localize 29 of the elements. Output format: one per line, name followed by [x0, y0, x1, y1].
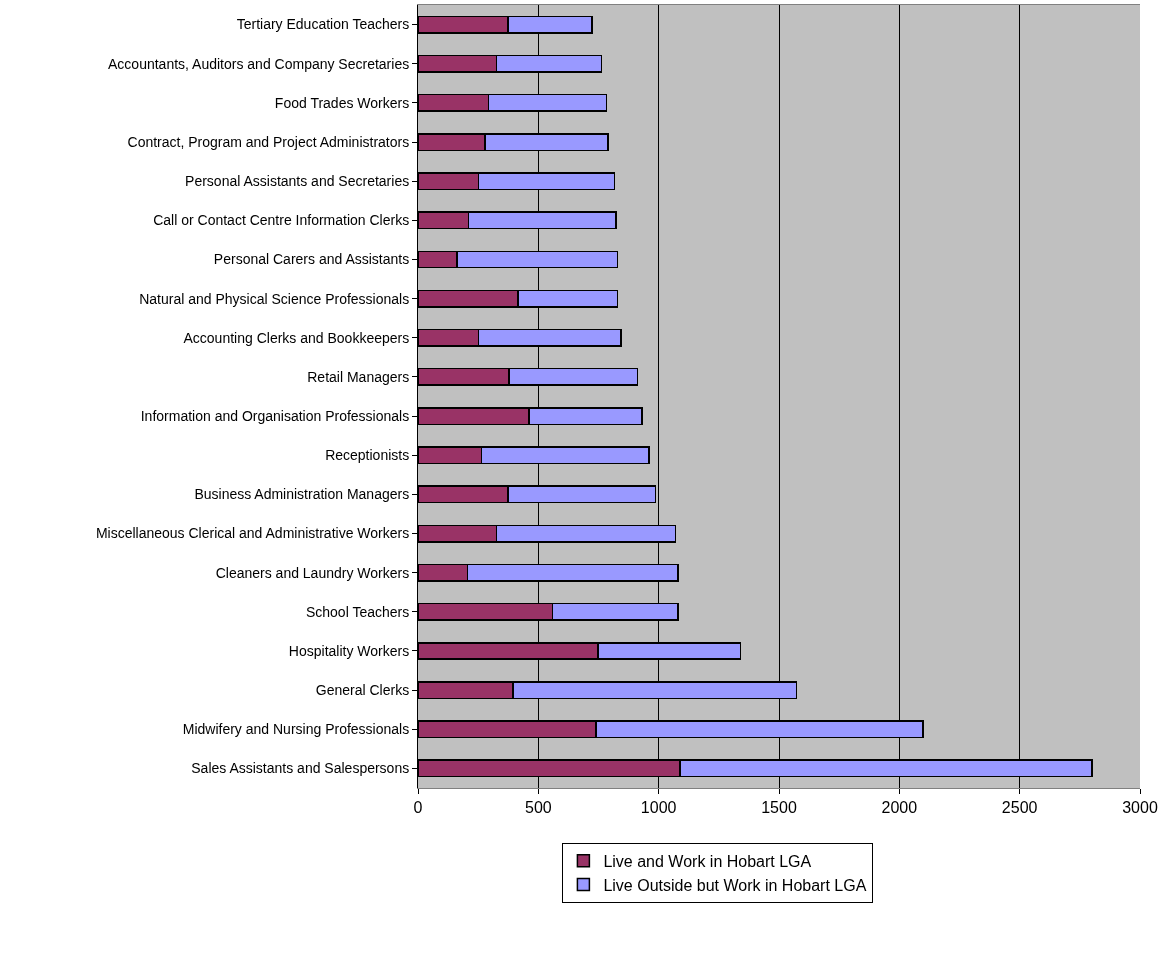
x-tick-label: 1500 [761, 799, 797, 817]
y-tick-label: Contract, Program and Project Administrators [127, 133, 410, 150]
x-tick-label: 2000 [881, 799, 918, 817]
y-tick-label: General Clerks [315, 682, 410, 699]
y-tick-label: Information and Organisation Professionals [140, 407, 410, 424]
y-tick-label: Food Trades Workers [274, 94, 410, 111]
y-tick-label: Cleaners and Laundry Workers [215, 564, 410, 581]
y-tick-label: Personal Assistants and Secretaries [185, 173, 410, 190]
y-tick-label: Natural and Physical Science Professionals [139, 290, 410, 307]
y-tick-label: Accountants, Auditors and Company Secretaries [108, 55, 410, 72]
y-tick-label: Business Administration Managers [194, 486, 410, 503]
x-tick-label: 1000 [640, 799, 677, 817]
y-tick-label: Hospitality Workers [288, 642, 410, 659]
legend-label: Live and Work in Hobart LGA [603, 852, 812, 870]
y-tick-label: Tertiary Education Teachers [236, 16, 410, 33]
y-tick-label: Sales Assistants and Salespersons [191, 760, 410, 777]
x-tick-label: 2500 [1001, 799, 1038, 817]
y-tick-label: Receptionists [325, 447, 410, 464]
y-tick-label: Midwifery and Nursing Professionals [182, 721, 410, 738]
legend-label: Live Outside but Work in Hobart LGA [603, 876, 867, 894]
x-tick-label: 3000 [1122, 799, 1158, 817]
y-tick-label: Personal Carers and Assistants [213, 251, 410, 268]
y-tick-label: Call or Contact Centre Information Clerks [153, 212, 410, 229]
y-tick-label: Accounting Clerks and Bookkeepers [183, 329, 410, 346]
y-tick-label: School Teachers [305, 603, 410, 620]
y-tick-label: Retail Managers [307, 368, 410, 385]
y-tick-label: Miscellaneous Clerical and Administrative Workers [95, 525, 410, 542]
x-tick-label: 500 [524, 799, 552, 817]
x-tick-label: 0 [413, 799, 423, 817]
